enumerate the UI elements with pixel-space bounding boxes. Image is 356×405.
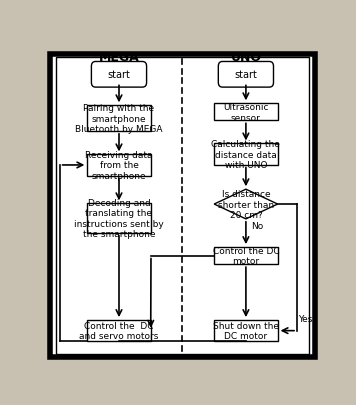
FancyBboxPatch shape xyxy=(91,62,147,88)
FancyBboxPatch shape xyxy=(87,155,151,176)
Text: Yes: Yes xyxy=(298,315,313,324)
FancyBboxPatch shape xyxy=(56,58,309,354)
Text: No: No xyxy=(251,222,264,231)
Text: start: start xyxy=(235,70,257,80)
Polygon shape xyxy=(214,190,278,220)
Text: Control the DC
motor: Control the DC motor xyxy=(213,246,279,266)
Text: Receiving data
from the
smartphone: Receiving data from the smartphone xyxy=(85,151,153,180)
Text: Decoding and
translating the
instructions sent by
the smartphone: Decoding and translating the instruction… xyxy=(74,198,164,239)
Text: start: start xyxy=(108,70,130,80)
FancyBboxPatch shape xyxy=(214,247,278,264)
FancyBboxPatch shape xyxy=(87,106,151,132)
Text: MEGA: MEGA xyxy=(99,51,139,64)
Text: Ultrasonic
sensor: Ultrasonic sensor xyxy=(223,103,269,122)
Text: Shut down the
DC motor: Shut down the DC motor xyxy=(213,321,279,341)
FancyBboxPatch shape xyxy=(214,144,278,165)
Text: UNO: UNO xyxy=(230,51,261,64)
FancyBboxPatch shape xyxy=(87,320,151,341)
FancyBboxPatch shape xyxy=(214,104,278,121)
Text: Calculating the
distance data
with UNO: Calculating the distance data with UNO xyxy=(211,140,280,169)
Text: Is distance
shorter than
20 cm?: Is distance shorter than 20 cm? xyxy=(218,190,274,220)
Text: Control the  DC
and servo motors: Control the DC and servo motors xyxy=(79,321,159,341)
FancyBboxPatch shape xyxy=(87,204,151,233)
Text: Pairing with the
smartphone
Bluetooth by MEGA: Pairing with the smartphone Bluetooth by… xyxy=(75,104,163,134)
FancyBboxPatch shape xyxy=(50,55,315,357)
FancyBboxPatch shape xyxy=(214,320,278,341)
FancyBboxPatch shape xyxy=(218,62,273,88)
